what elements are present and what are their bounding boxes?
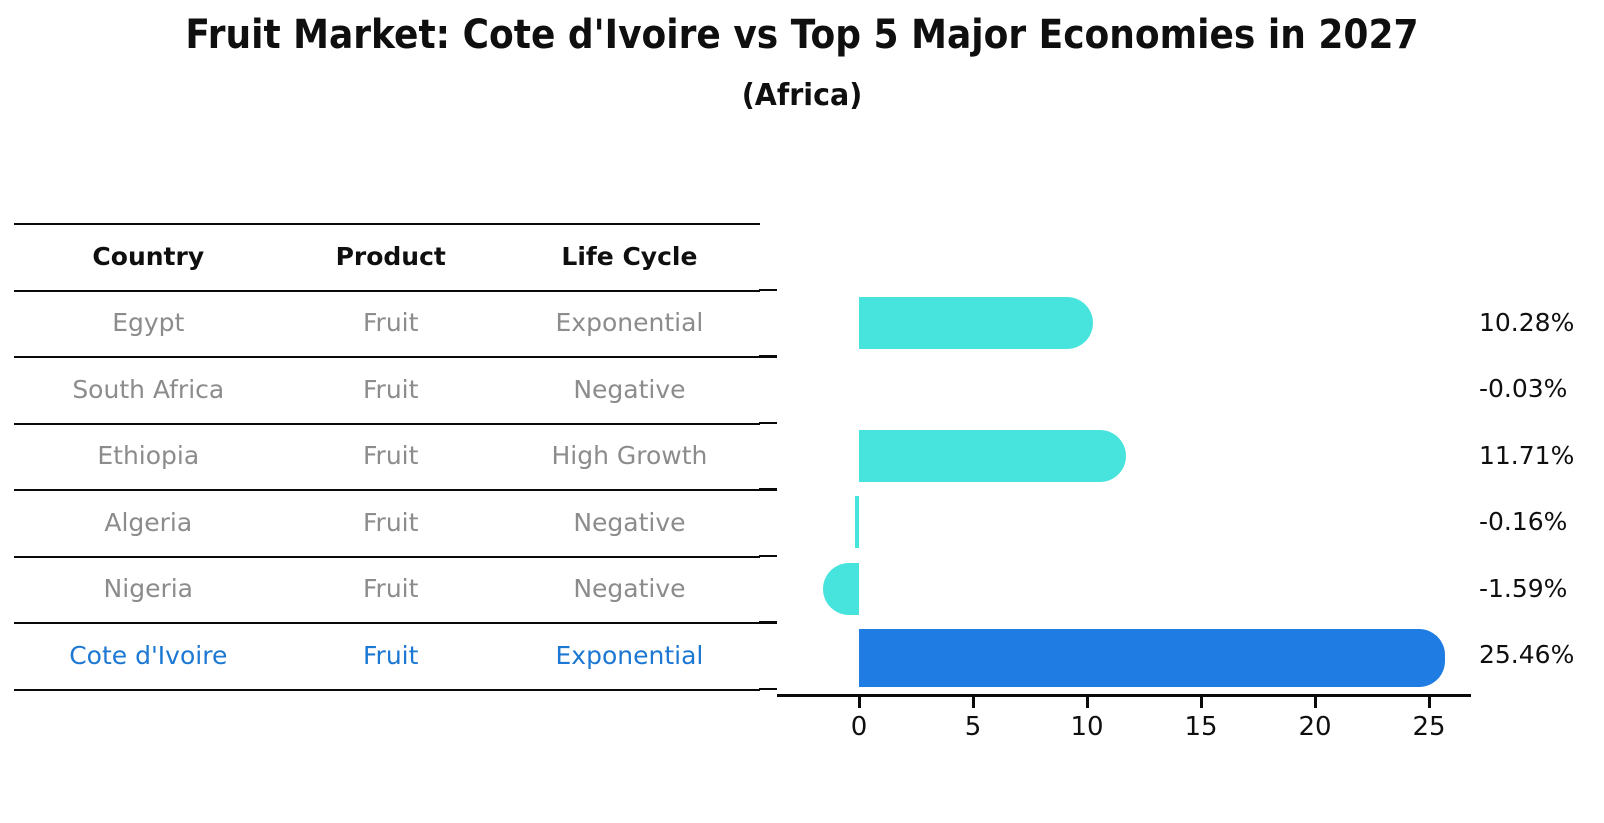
table-cell: Fruit [362,441,419,471]
bar-value-label: 11.71% [1479,440,1575,470]
table-cell: Nigeria [103,574,193,604]
table-cell: Negative [573,507,686,537]
bar-value-label: -0.03% [1479,374,1568,404]
table-cell: Exponential [555,640,704,670]
x-tick-label: 20 [1298,712,1332,742]
table-row: Algeria Fruit Negative [14,489,760,556]
row-divider [14,422,760,425]
chart-subtitle: (Africa) [741,78,863,113]
table-row: Cote d'Ivoire Fruit Exponential [14,622,760,689]
y-axis-tick [759,355,777,358]
bar [822,562,859,615]
table-cell: Egypt [112,308,185,338]
x-axis-tick [1313,697,1317,708]
row-divider [14,622,760,624]
bar-value-label: -1.59% [1479,573,1568,603]
table-cell: Fruit [362,640,419,670]
x-axis-tick [857,697,861,708]
row-divider [14,223,760,225]
row-divider [14,489,760,491]
x-tick-label: 0 [850,712,868,742]
table-cell: Cote d'Ivoire [69,640,228,670]
row-divider [14,356,760,358]
table-header-row: Country Product Life Cycle [14,223,760,290]
x-axis-tick [1427,697,1431,708]
x-tick-label: 5 [964,712,982,742]
row-divider [14,289,760,292]
table-cell: Country [92,241,205,271]
x-axis-tick [971,697,975,708]
x-tick-label: 25 [1412,712,1446,742]
x-tick-label: 15 [1184,712,1218,742]
bar-value-label: 25.46% [1479,640,1575,670]
y-axis-tick [759,621,777,624]
x-axis-tick [1085,697,1089,708]
highlight-bar [859,629,1446,688]
y-axis-tick [759,421,777,424]
y-axis-tick [759,288,777,291]
table-cell: Exponential [555,308,704,338]
y-axis-tick [759,687,777,690]
table-cell: Fruit [362,574,419,604]
x-tick-label: 10 [1070,712,1104,742]
table-cell: Algeria [104,507,193,537]
table-cell: Product [335,241,446,271]
table-row: Ethiopia Fruit High Growth [14,423,760,490]
table-cell: Negative [573,574,686,604]
bar [859,296,1094,349]
table-cell: South Africa [72,374,225,404]
bar [859,429,1126,482]
chart-title: Fruit Market: Cote d'Ivoire vs Top 5 Maj… [185,12,1419,58]
y-axis-tick [759,554,777,557]
row-divider [14,688,760,691]
bar [855,496,859,549]
row-divider [14,555,760,558]
table-cell: Fruit [362,507,419,537]
table-cell: Ethiopia [97,441,200,471]
table-cell: Fruit [362,374,419,404]
y-axis-tick [759,488,777,491]
x-axis-tick [1199,697,1203,708]
table-row: South Africa Fruit Negative [14,356,760,423]
table-row: Egypt Fruit Exponential [14,290,760,357]
table-cell: High Growth [551,441,708,471]
table-cell: Fruit [362,308,419,338]
bar-value-label: -0.16% [1479,507,1568,537]
x-axis-line [777,694,1471,697]
table-row: Nigeria Fruit Negative [14,556,760,623]
table-cell: Life Cycle [561,241,698,271]
table-cell: Negative [573,374,686,404]
bar-value-label: 10.28% [1479,307,1575,337]
